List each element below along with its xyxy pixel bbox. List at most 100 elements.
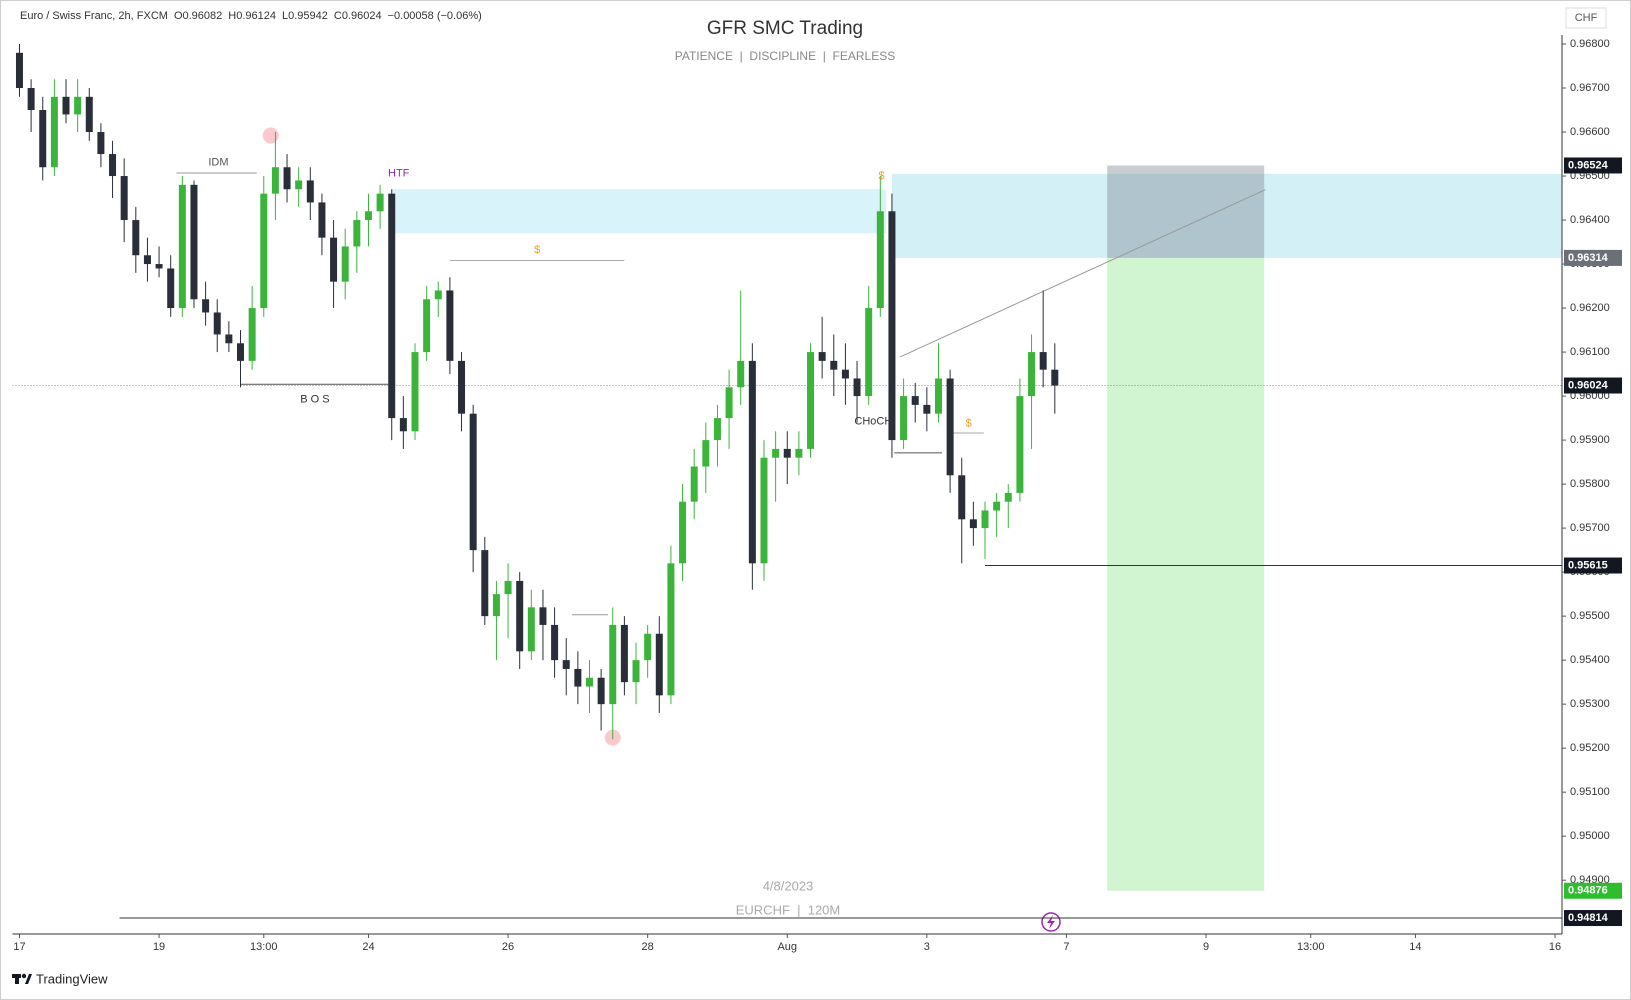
candle-body [295, 180, 303, 190]
candle-body [1004, 492, 1012, 502]
candle-body [760, 457, 768, 564]
candle-body [981, 510, 989, 529]
candle-body [562, 660, 570, 669]
currency-box[interactable] [1565, 7, 1607, 29]
candle-body [167, 268, 175, 309]
candle-body [423, 299, 431, 353]
candle-body [574, 668, 582, 687]
zone [1107, 165, 1265, 258]
annotation: CHoCH [854, 416, 892, 428]
y-tick-label: 0.96600 [1570, 126, 1610, 138]
candle-body [202, 299, 210, 313]
candle-body [318, 202, 326, 238]
candle-body [213, 312, 221, 335]
candle-body [237, 343, 245, 361]
candle-body [132, 220, 140, 256]
y-tick-label: 0.95200 [1570, 742, 1610, 754]
x-tick-label: 24 [362, 941, 374, 953]
candle-body [283, 167, 291, 190]
candle-body [795, 448, 803, 458]
price-axis-bg [1562, 35, 1630, 934]
ohlc: L0.95942 [282, 10, 328, 22]
x-tick-label: 13:00 [250, 941, 278, 953]
watermark-date: 4/8/2023 [763, 878, 814, 893]
candle-body [178, 184, 186, 309]
candle-body [504, 580, 512, 595]
y-tick-label: 0.96400 [1570, 214, 1610, 226]
candle-body [609, 624, 617, 705]
trend-line [899, 189, 1266, 358]
x-tick-label: Aug [777, 941, 797, 953]
candle-body [679, 501, 687, 564]
candle-body [807, 352, 815, 449]
candle-body [853, 378, 861, 397]
candle-body [39, 110, 47, 168]
x-tick-label: 3 [924, 941, 930, 953]
candle-body [446, 290, 454, 361]
candle-body [62, 96, 70, 115]
y-tick-label: 0.95000 [1570, 830, 1610, 842]
x-tick-label: 7 [1063, 941, 1069, 953]
y-tick-label: 0.95700 [1570, 522, 1610, 534]
symbol: Euro / Swiss Franc, 2h, FXCM [20, 10, 168, 22]
candle-body [900, 396, 908, 441]
candle-body [772, 448, 780, 458]
x-tick-label: 26 [502, 941, 514, 953]
candle-body [411, 352, 419, 432]
candle-body [527, 607, 535, 652]
candle-body [353, 220, 361, 247]
candle-body [690, 466, 698, 502]
candle-body [1039, 352, 1047, 370]
y-tick-label: 0.96100 [1570, 346, 1610, 358]
candle-body [911, 396, 919, 405]
candle-body [399, 418, 407, 432]
candle-body [50, 96, 58, 168]
x-tick-label: 13:00 [1297, 941, 1325, 953]
candle-body [667, 563, 675, 696]
candle-body [15, 52, 23, 89]
candle-body [1016, 396, 1024, 493]
candle-body [934, 378, 942, 414]
y-tick-label: 0.95400 [1570, 654, 1610, 666]
candle-body [376, 193, 384, 212]
candle-body [143, 255, 151, 265]
candle-body [783, 448, 791, 458]
annotation: $ [966, 418, 972, 430]
candle-body [260, 193, 268, 309]
candle-body [876, 211, 884, 309]
candle-body [748, 360, 756, 564]
y-tick-label: 0.95500 [1570, 610, 1610, 622]
candle-body [469, 413, 477, 551]
candle-body [597, 677, 605, 705]
x-tick-label: 9 [1203, 941, 1209, 953]
annotation: $ [878, 170, 884, 182]
brand-logo [12, 973, 32, 984]
candle-body [271, 167, 279, 194]
candle-body [364, 211, 372, 221]
candle-body [539, 607, 547, 625]
x-tick-label: 17 [13, 941, 25, 953]
candle-body [1051, 369, 1059, 386]
x-tick-label: 19 [153, 941, 165, 953]
candle-body [946, 378, 954, 476]
candle-body [458, 360, 466, 414]
annotation: HTF [388, 168, 410, 180]
candle-body [306, 180, 314, 203]
price-label-bg [1564, 557, 1622, 574]
candle-body [644, 633, 652, 661]
ohlc: H0.96124 [228, 10, 276, 22]
replay-bolt [1047, 915, 1055, 929]
candle-body [516, 580, 524, 652]
candle-body [225, 334, 233, 344]
candle-body [97, 132, 105, 155]
candle-body [109, 154, 117, 177]
candle-body [341, 246, 349, 282]
candle-body [190, 184, 198, 300]
candle-body [841, 369, 849, 379]
candle-body [74, 96, 82, 115]
ohlc: C0.96024 [334, 10, 382, 22]
y-tick-label: 0.95300 [1570, 698, 1610, 710]
x-tick-label: 28 [642, 941, 654, 953]
